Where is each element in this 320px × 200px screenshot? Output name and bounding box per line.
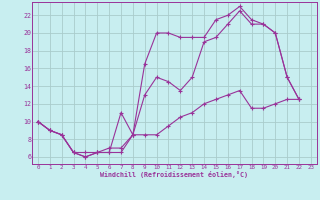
X-axis label: Windchill (Refroidissement éolien,°C): Windchill (Refroidissement éolien,°C) xyxy=(100,171,248,178)
